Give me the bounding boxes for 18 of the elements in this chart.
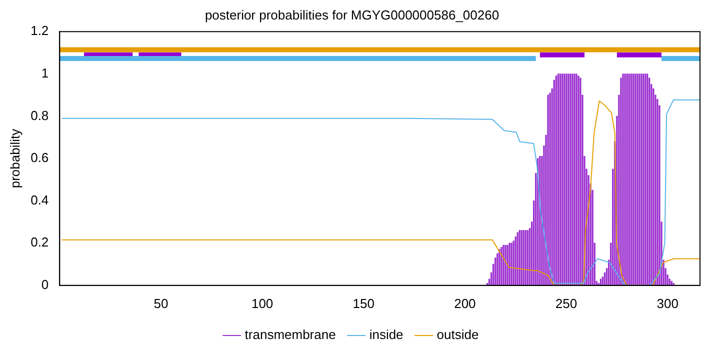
y-tick-label: 1.2 (30, 23, 49, 38)
legend-label: outside (436, 327, 479, 342)
x-tick-label: 100 (251, 296, 274, 311)
y-tick-label: 0.6 (30, 150, 49, 166)
y-axis-title: probability (7, 128, 22, 188)
chart-title: posterior probabilities for MGYG000000586_00260 (204, 7, 500, 22)
y-tick-label: 0.8 (30, 108, 49, 123)
y-tick-label: 1 (41, 65, 49, 80)
x-tick-label: 250 (555, 296, 578, 311)
x-tick-label: 300 (656, 296, 678, 311)
y-tick-label: 0 (41, 276, 49, 292)
x-tick-label: 200 (454, 296, 476, 311)
legend-label: inside (369, 327, 404, 342)
x-tick-label: 50 (154, 296, 168, 311)
y-tick-label: 0.4 (30, 192, 49, 208)
legend-label: transmembrane (244, 327, 336, 342)
y-tick-label: 0.2 (30, 234, 49, 250)
x-tick-label: 150 (352, 296, 374, 311)
